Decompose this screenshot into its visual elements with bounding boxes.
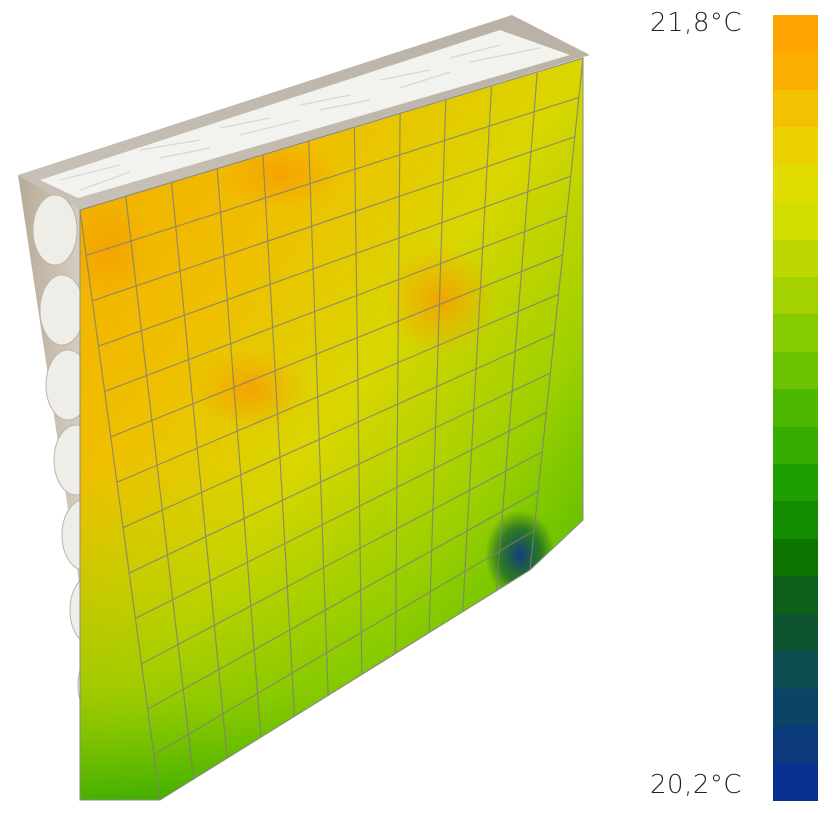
grid-line-vertical <box>353 127 363 675</box>
grid-line-vertical <box>125 196 195 780</box>
grid-line-vertical <box>170 182 228 759</box>
grid-line-vertical <box>462 85 493 612</box>
colorbar-step <box>773 15 818 53</box>
grid-line-vertical <box>529 58 583 571</box>
colorbar-step <box>773 314 818 352</box>
colorbar-step <box>773 613 818 652</box>
colorbar-step <box>773 127 818 165</box>
grid-line-horizontal <box>104 214 567 393</box>
grid-line-vertical <box>394 113 401 654</box>
colorbar-max-label: 21,8°C <box>650 8 743 38</box>
colorbar-step <box>773 763 818 801</box>
colorbar-step <box>773 239 818 277</box>
colorbar <box>773 15 818 801</box>
grid-line-vertical <box>80 209 161 800</box>
colorbar-step <box>773 651 818 689</box>
grid-line-vertical <box>308 140 329 696</box>
colorbar-step <box>773 726 818 764</box>
colorbar-step <box>773 276 818 315</box>
grid-line-horizontal <box>141 451 543 665</box>
colorbar-step <box>773 501 818 539</box>
colorbar-step <box>773 89 818 128</box>
colorbar-min-label: 20,2°C <box>650 770 743 800</box>
grid-line-horizontal <box>98 175 571 347</box>
grid-line-horizontal <box>122 333 555 529</box>
grid-line-horizontal <box>110 254 563 438</box>
colorbar-step <box>773 389 818 427</box>
straw-texture-top <box>59 44 541 191</box>
grid-line-vertical <box>262 154 296 717</box>
grid-line-horizontal <box>128 372 551 574</box>
colorbar-step <box>773 52 818 90</box>
colorbar-step <box>773 164 818 203</box>
grid-line-horizontal <box>92 136 576 302</box>
grid-line-horizontal <box>153 530 535 756</box>
colorbar-step <box>773 426 818 465</box>
grid-line-vertical <box>428 99 447 633</box>
grid-line-horizontal <box>135 411 547 619</box>
colorbar-step <box>773 576 818 614</box>
front-face-outline <box>79 57 584 801</box>
colorbar-step <box>773 538 818 577</box>
grid-line-horizontal <box>116 293 559 483</box>
grid-line-vertical <box>216 168 262 738</box>
colorbar-step <box>773 351 818 390</box>
colorbar-step <box>773 688 818 727</box>
grid-line-horizontal <box>85 96 580 256</box>
grid-line-vertical <box>495 71 538 591</box>
grid-line-horizontal <box>147 490 539 710</box>
colorbar-step <box>773 464 818 502</box>
colorbar-step <box>773 202 818 240</box>
